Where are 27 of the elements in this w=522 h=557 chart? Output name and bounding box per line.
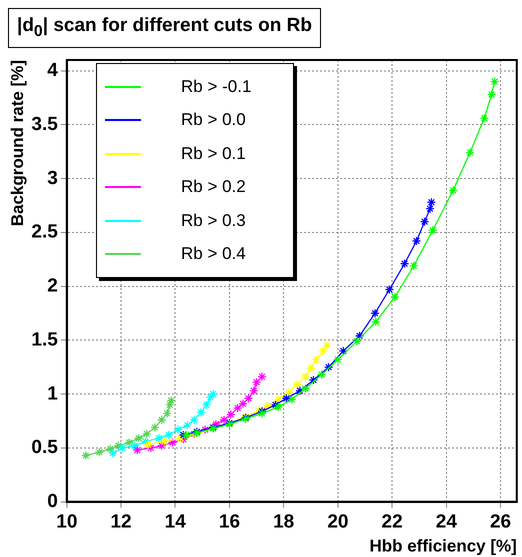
x-tick-label: 16: [218, 511, 240, 532]
legend-label: Rb > 0.0: [181, 110, 246, 130]
y-tick-label: 1.5: [31, 329, 58, 350]
y-tick-label: 0.5: [31, 437, 58, 458]
x-tick-label: 14: [164, 511, 186, 532]
y-tick-label: 4: [47, 60, 58, 82]
x-tick-label: 20: [327, 511, 348, 532]
x-tick-label: 12: [110, 511, 132, 532]
chart-title: |d$_{0}$| scan for different cuts on Rb: [8, 8, 321, 48]
y-tick-label: 0: [47, 491, 58, 512]
legend-label: Rb > 0.1: [181, 144, 246, 164]
x-tick-label: 24: [436, 511, 458, 532]
legend-label: Rb > 0.3: [181, 210, 246, 231]
legend-label: Rb > 0.2: [181, 177, 246, 198]
x-tick-label: 22: [382, 511, 403, 532]
legend-label: Rb > 0.4: [181, 244, 246, 264]
y-tick-label: 3.5: [31, 114, 58, 135]
y-tick-label: 2: [47, 276, 58, 297]
y-tick-label: 1: [47, 383, 58, 404]
legend-label: Rb > -0.1: [181, 76, 252, 97]
y-tick-label: 2.5: [31, 222, 58, 243]
y-tick-label: 3: [47, 168, 58, 189]
y-axis-title: Background rate [%]: [8, 60, 27, 226]
x-tick-label: 10: [56, 511, 78, 532]
x-axis-title: Hbb efficiency [%]: [369, 536, 517, 556]
x-tick-label: 18: [273, 511, 294, 532]
x-tick-label: 26: [490, 511, 512, 532]
